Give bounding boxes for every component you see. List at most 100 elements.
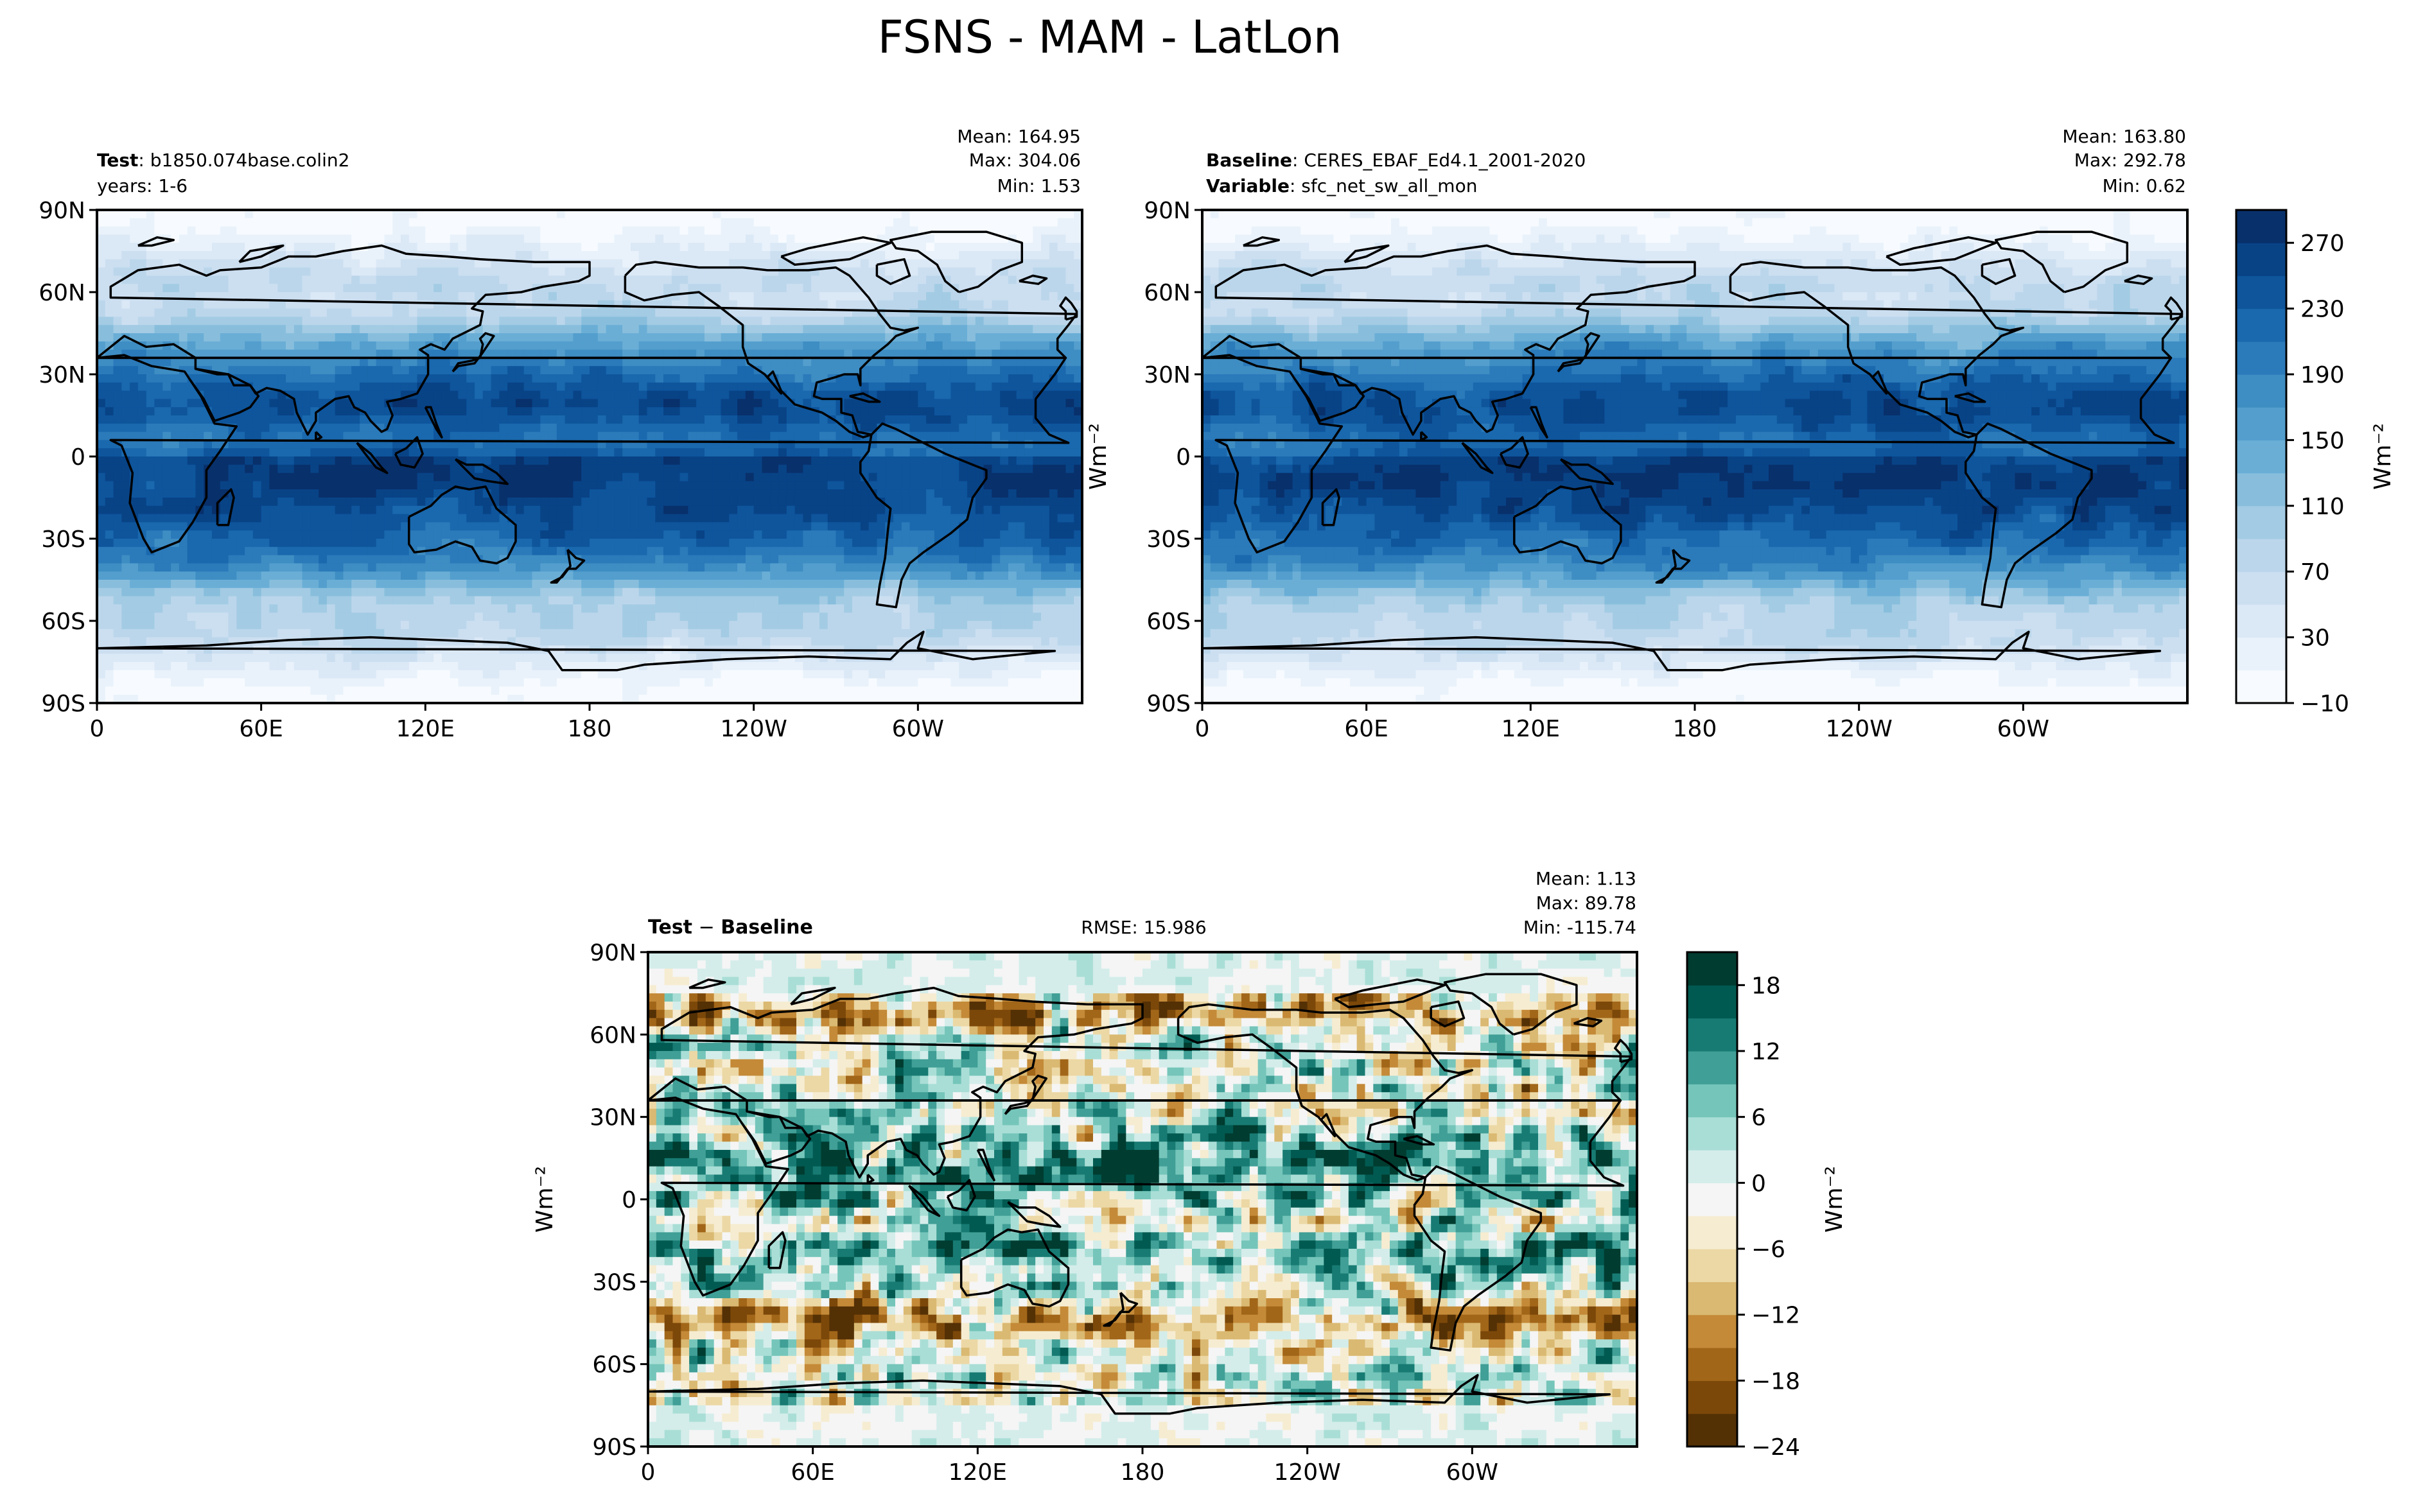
map-cell	[351, 498, 360, 507]
map-cell	[663, 481, 672, 490]
map-cell	[983, 390, 992, 399]
map-cell	[319, 530, 328, 539]
map-cell	[540, 317, 549, 326]
map-cell	[753, 251, 763, 260]
map-cell	[565, 374, 574, 383]
map-cell	[786, 514, 796, 523]
map-cell	[893, 539, 902, 548]
map-cell	[1024, 539, 1033, 548]
map-cell	[729, 423, 738, 433]
map-cell	[967, 267, 976, 276]
map-cell	[113, 325, 122, 334]
map-cell	[770, 226, 779, 235]
map-cell	[794, 358, 803, 367]
map-cell	[647, 505, 656, 515]
map-cell	[696, 530, 705, 539]
map-cell	[384, 226, 393, 235]
map-cell	[441, 448, 451, 457]
map-cell	[1024, 226, 1033, 235]
map-cell	[581, 251, 590, 260]
map-cell	[187, 275, 196, 284]
map-cell	[146, 259, 155, 268]
map-cell	[408, 210, 418, 219]
map-cell	[844, 448, 853, 457]
map-cell	[983, 317, 992, 326]
map-cell	[729, 456, 738, 465]
map-cell	[622, 415, 631, 424]
map-cell	[499, 284, 508, 293]
map-cell	[745, 366, 755, 375]
map-cell	[491, 275, 500, 284]
map-cell	[573, 530, 582, 539]
map-cell	[614, 243, 623, 252]
map-cell	[836, 489, 845, 498]
map-cell	[975, 317, 985, 326]
map-cell	[877, 473, 886, 482]
map-cell	[729, 267, 738, 276]
map-cell	[269, 366, 278, 375]
map-cell	[622, 505, 631, 515]
map-cell	[712, 431, 722, 440]
map-cell	[671, 407, 681, 416]
map-cell	[992, 415, 1001, 424]
map-cell	[729, 226, 738, 235]
map-cell	[121, 382, 130, 392]
map-cell	[638, 473, 648, 482]
map-cell	[130, 325, 139, 334]
map-cell	[967, 407, 976, 416]
map-cell	[786, 234, 796, 243]
map-cell	[154, 308, 163, 317]
map-cell	[770, 275, 779, 284]
map-cell	[852, 464, 861, 474]
map-cell	[1016, 399, 1026, 408]
map-cell	[1024, 399, 1033, 408]
map-cell	[277, 415, 286, 424]
map-cell	[581, 218, 590, 227]
map-cell	[499, 489, 508, 498]
map-cell	[482, 251, 492, 260]
map-cell	[721, 292, 730, 301]
map-cell	[975, 530, 985, 539]
map-cell	[590, 498, 599, 507]
map-cell	[679, 218, 688, 227]
map-cell	[302, 226, 311, 235]
map-cell	[1057, 407, 1067, 416]
map-cell	[704, 514, 713, 523]
map-cell	[376, 325, 385, 334]
map-cell	[975, 349, 985, 358]
map-cell	[384, 341, 393, 351]
map-cell	[441, 308, 451, 317]
map-cell	[959, 292, 968, 301]
map-cell	[293, 366, 303, 375]
map-cell	[1041, 407, 1050, 416]
map-cell	[499, 546, 508, 556]
map-cell	[975, 234, 985, 243]
map-cell	[523, 374, 533, 383]
map-cell	[753, 382, 763, 392]
map-cell	[491, 399, 500, 408]
map-cell	[277, 358, 286, 367]
map-cell	[195, 259, 204, 268]
map-cell	[1057, 243, 1067, 252]
map-cell	[130, 399, 139, 408]
map-cell	[425, 382, 434, 392]
map-cell	[236, 308, 245, 317]
map-cell	[926, 498, 935, 507]
map-cell	[745, 473, 755, 482]
map-cell	[590, 210, 599, 219]
map-cell	[319, 423, 328, 433]
map-cell	[507, 423, 516, 433]
map-cell	[1024, 284, 1033, 293]
map-cell	[696, 308, 705, 317]
map-cell	[277, 333, 286, 342]
map-cell	[1008, 522, 1017, 531]
map-cell	[326, 341, 336, 351]
map-cell	[1033, 514, 1042, 523]
map-cell	[367, 259, 377, 268]
map-cell	[786, 341, 796, 351]
map-cell	[1033, 399, 1042, 408]
map-cell	[482, 415, 492, 424]
map-cell	[195, 218, 204, 227]
map-cell	[491, 423, 500, 433]
map-cell	[647, 431, 656, 440]
